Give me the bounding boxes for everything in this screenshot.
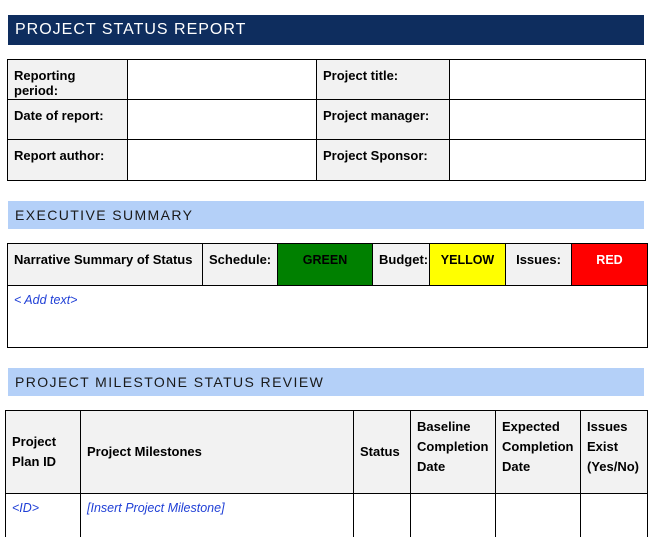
milestone-baseline-cell[interactable]	[410, 493, 496, 537]
project-manager-field[interactable]	[449, 99, 646, 140]
table-row: <ID> [Insert Project Milestone]	[5, 493, 648, 537]
project-manager-label: Project manager:	[316, 99, 450, 140]
date-of-report-field[interactable]	[127, 99, 317, 140]
date-of-report-label: Date of report:	[7, 99, 128, 140]
milestone-status-cell[interactable]	[353, 493, 411, 537]
issues-label: Issues:	[505, 243, 572, 286]
col-milestones-header: Project Milestones	[80, 410, 354, 494]
milestone-issues-cell[interactable]	[580, 493, 648, 537]
col-baseline-header: Baseline Completion Date	[410, 410, 496, 494]
col-plan-id-header: Project Plan ID	[5, 410, 81, 494]
project-sponsor-field[interactable]	[449, 139, 646, 181]
project-info-table: Reporting period: Project title: Date of…	[7, 59, 646, 181]
milestone-name-cell[interactable]: [Insert Project Milestone]	[80, 493, 354, 537]
project-title-field[interactable]	[449, 59, 646, 100]
reporting-period-label: Reporting period:	[7, 59, 128, 100]
budget-label: Budget:	[372, 243, 430, 286]
budget-status-badge[interactable]: YELLOW	[429, 243, 506, 286]
report-author-field[interactable]	[127, 139, 317, 181]
executive-summary-heading: EXECUTIVE SUMMARY	[15, 207, 194, 223]
col-expected-header: Expected Completion Date	[495, 410, 581, 494]
milestone-review-banner: PROJECT MILESTONE STATUS REVIEW	[8, 368, 644, 396]
narrative-summary-field[interactable]: < Add text>	[7, 285, 648, 348]
reporting-period-field[interactable]	[127, 59, 317, 100]
milestone-expected-cell[interactable]	[495, 493, 581, 537]
executive-summary-banner: EXECUTIVE SUMMARY	[8, 201, 644, 229]
narrative-summary-label: Narrative Summary of Status	[7, 243, 203, 286]
project-title-label: Project title:	[316, 59, 450, 100]
col-issues-header: Issues Exist (Yes/No)	[580, 410, 648, 494]
milestone-id-cell[interactable]: <ID>	[5, 493, 81, 537]
schedule-status-badge[interactable]: GREEN	[277, 243, 373, 286]
report-author-label: Report author:	[7, 139, 128, 181]
milestone-review-heading: PROJECT MILESTONE STATUS REVIEW	[15, 374, 325, 390]
report-title-banner: PROJECT STATUS REPORT	[8, 15, 644, 45]
schedule-label: Schedule:	[202, 243, 278, 286]
report-title: PROJECT STATUS REPORT	[15, 21, 247, 38]
project-sponsor-label: Project Sponsor:	[316, 139, 450, 181]
col-status-header: Status	[353, 410, 411, 494]
milestone-table: Project Plan ID Project Milestones Statu…	[5, 410, 648, 537]
executive-summary-table: Narrative Summary of Status Schedule: GR…	[7, 243, 648, 348]
issues-status-badge[interactable]: RED	[571, 243, 648, 286]
